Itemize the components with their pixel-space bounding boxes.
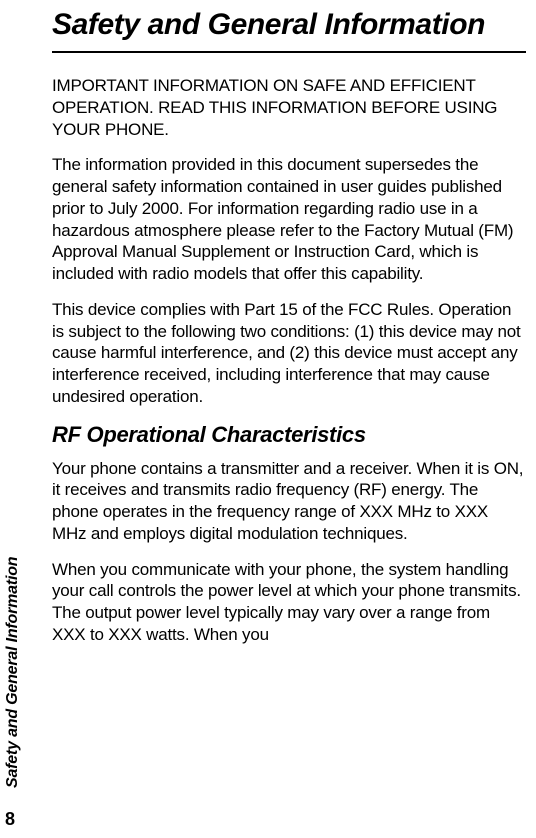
subheading-rf: RF Operational Characteristics [52,422,526,448]
intro-paragraph-3: This device complies with Part 15 of the… [52,299,526,408]
side-tab-label: Safety and General Information [4,557,22,788]
rf-paragraph-2: When you communicate with your phone, th… [52,559,526,646]
page-title: Safety and General Information [52,0,526,51]
page-number: 8 [5,809,15,830]
content-area: Safety and General Information IMPORTANT… [52,0,526,808]
title-rule [52,51,526,53]
rf-paragraph-1: Your phone contains a transmitter and a … [52,458,526,545]
intro-paragraph-1: IMPORTANT INFORMATION ON SAFE AND EFFICI… [52,75,526,140]
intro-paragraph-2: The information provided in this documen… [52,154,526,285]
page: Safety and General Information 8 Safety … [0,0,536,838]
